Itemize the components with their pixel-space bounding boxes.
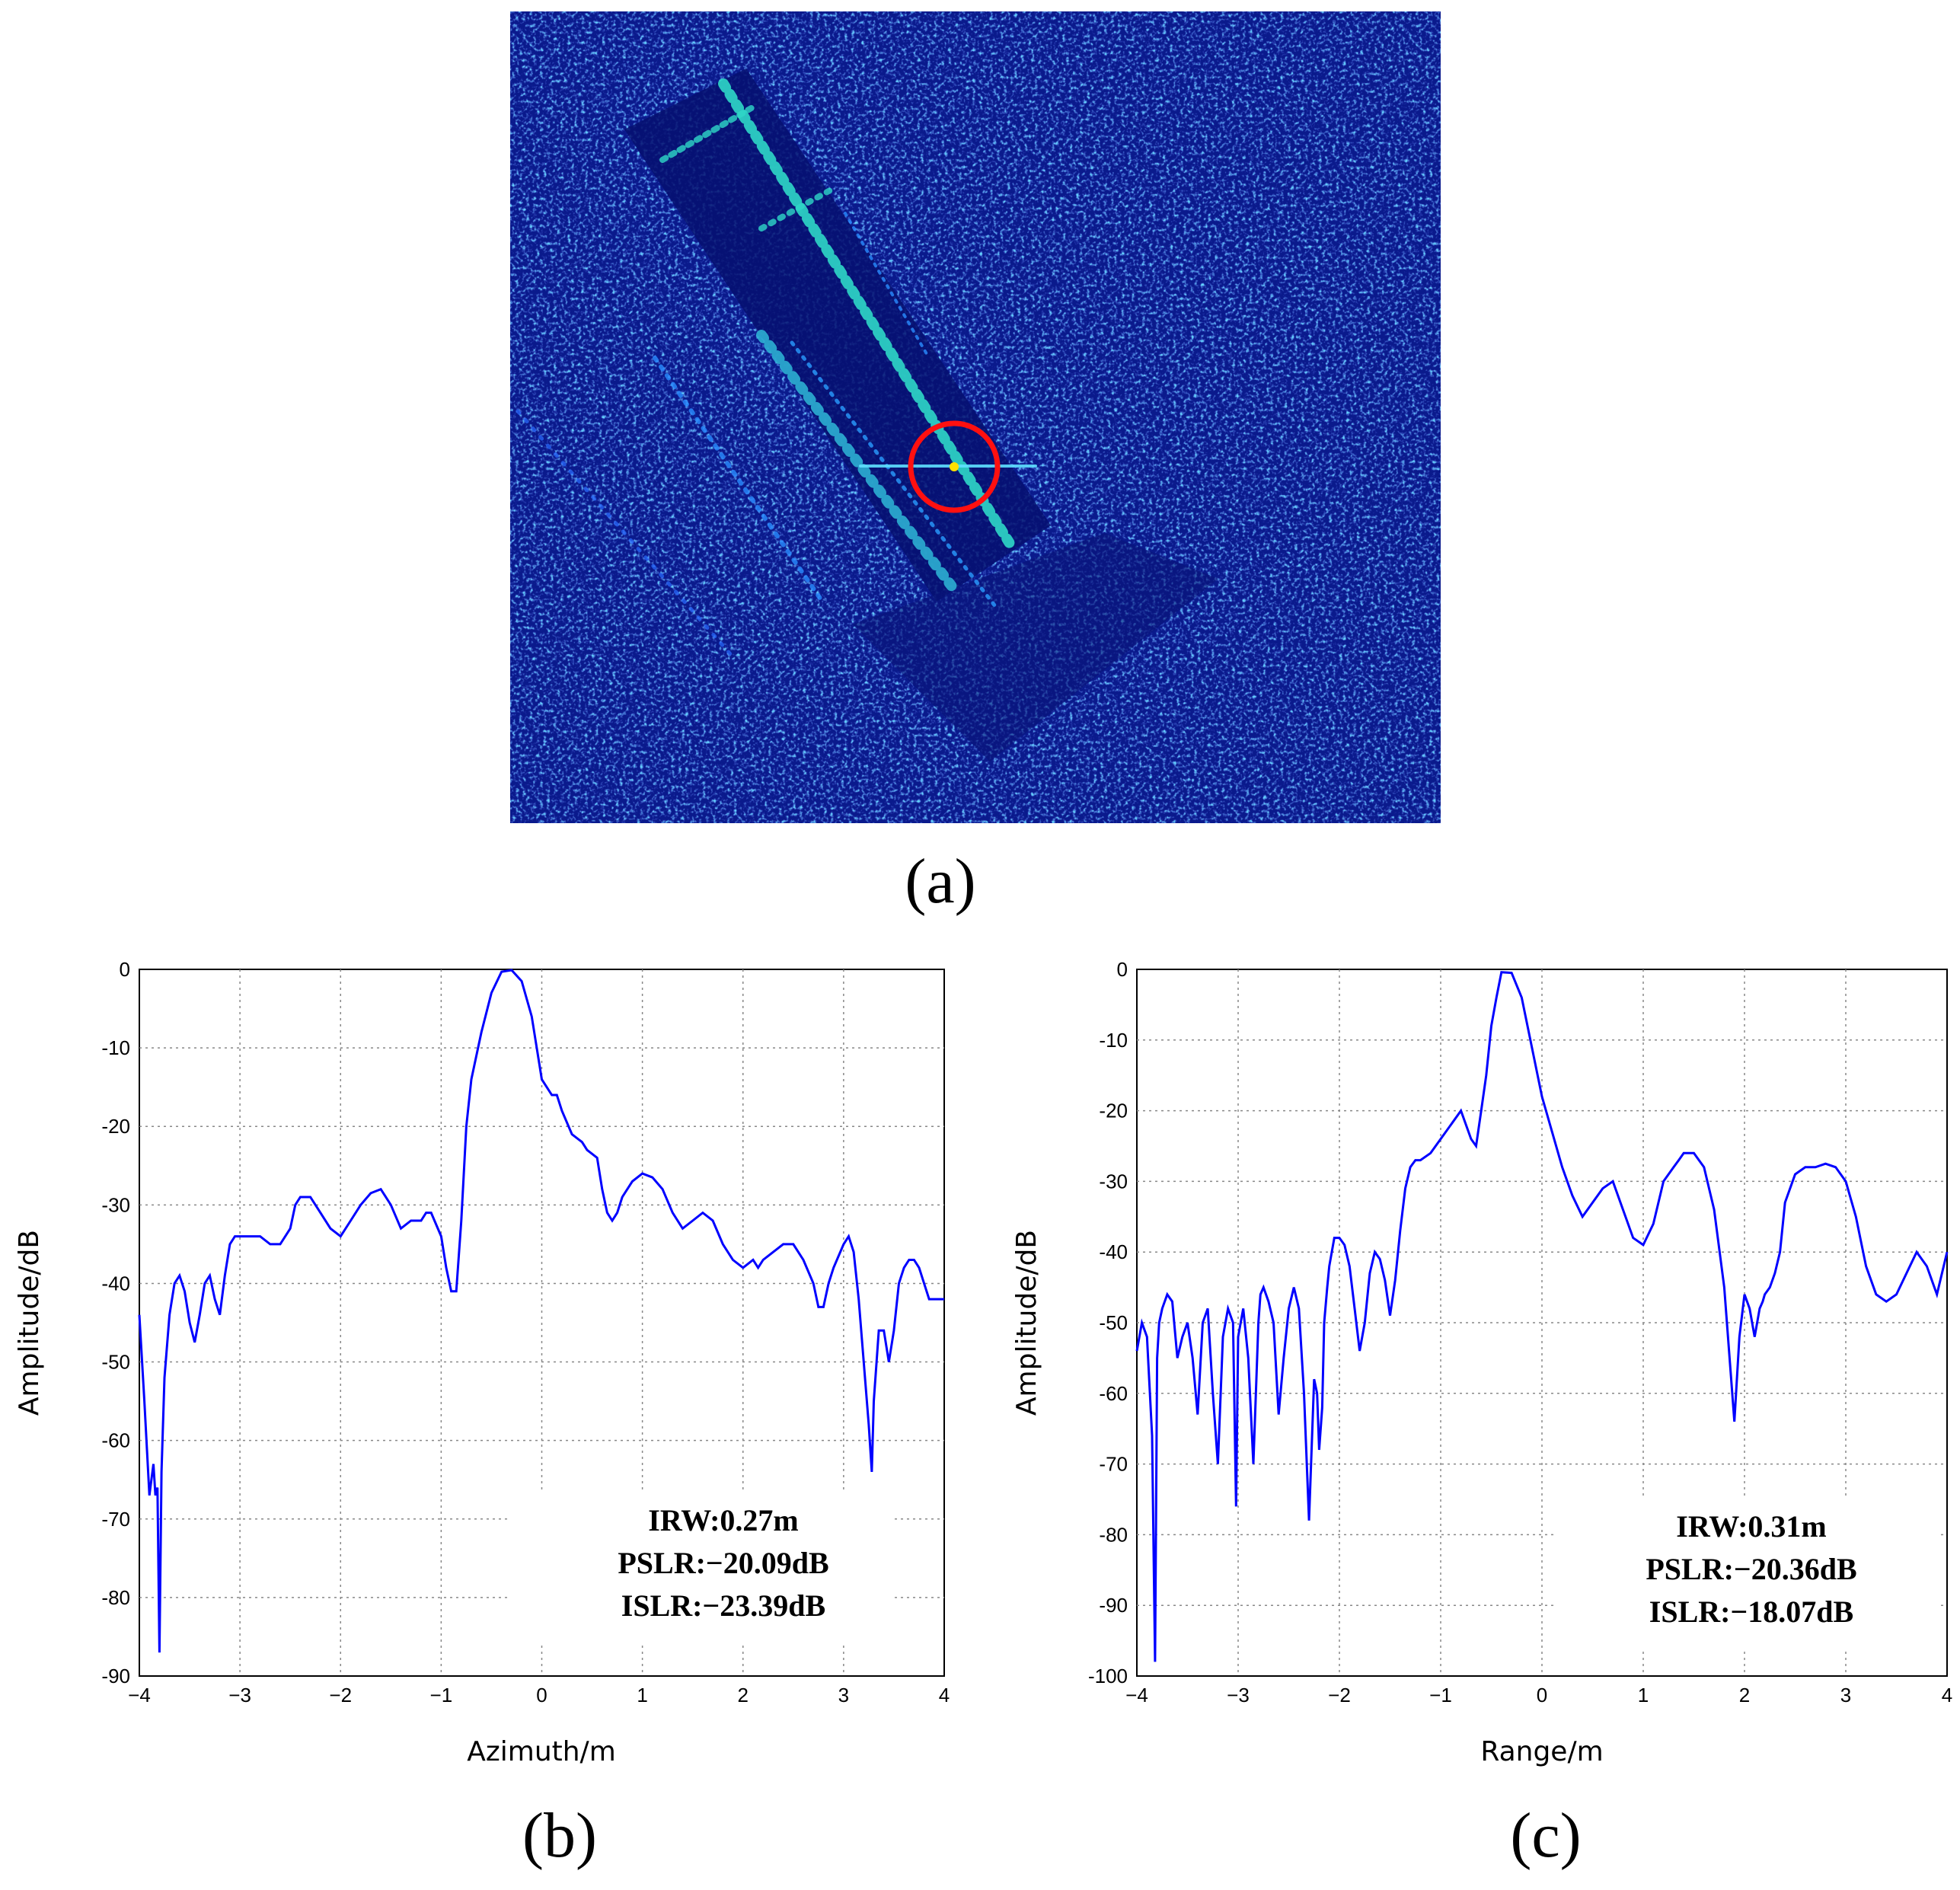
range-x-ticks: −4 −3 −2 −1 0 1 2 3 4 <box>1125 1684 1952 1706</box>
x-tick-label: 4 <box>1942 1684 1952 1706</box>
panel-c-label: (c) <box>1510 1800 1581 1871</box>
y-tick-label: -20 <box>101 1115 130 1138</box>
y-tick-label: 0 <box>1117 958 1128 981</box>
y-tick-label: -30 <box>101 1193 130 1216</box>
x-tick-label: 2 <box>1739 1684 1750 1706</box>
y-tick-label: -40 <box>101 1272 130 1295</box>
azimuth-y-label: Amplitude/dB <box>14 1230 45 1416</box>
y-tick-label: -60 <box>1099 1382 1128 1405</box>
target-marker-circle <box>908 420 1001 513</box>
y-tick-label: -20 <box>1099 1100 1128 1122</box>
azimuth-y-ticks: 0 -10 -20 -30 -40 -50 -60 -70 -80 -90 <box>101 958 130 1687</box>
y-tick-label: -90 <box>101 1665 130 1687</box>
y-tick-label: 0 <box>120 958 130 981</box>
x-tick-label: −4 <box>1125 1684 1148 1706</box>
x-tick-label: −1 <box>1429 1684 1452 1706</box>
x-tick-label: 1 <box>637 1684 647 1706</box>
x-tick-label: −3 <box>228 1684 251 1706</box>
range-y-ticks: 0 -10 -20 -30 -40 -50 -60 -70 -80 -90 -100 <box>1088 958 1128 1687</box>
azimuth-annotation-backdrop <box>510 1493 891 1645</box>
range-islr: ISLR:−18.07dB <box>1649 1595 1853 1629</box>
y-tick-label: -80 <box>1099 1523 1128 1546</box>
range-annotation-backdrop <box>1557 1496 1938 1649</box>
range-x-label: Range/m <box>1480 1736 1603 1767</box>
dark-runway-region <box>624 69 1051 602</box>
azimuth-pslr: PSLR:−20.09dB <box>618 1546 828 1580</box>
range-series-line <box>1135 971 1949 1662</box>
x-tick-label: −3 <box>1227 1684 1250 1706</box>
y-tick-label: -50 <box>101 1351 130 1374</box>
x-tick-label: 3 <box>1840 1684 1851 1706</box>
y-tick-label: -40 <box>1099 1240 1128 1263</box>
x-tick-label: 1 <box>1638 1684 1649 1706</box>
azimuth-islr: ISLR:−23.39dB <box>621 1588 825 1623</box>
range-chart: −4 −3 −2 −1 0 1 2 3 4 0 -10 -20 -30 -40 -50 -60 -70 -80 -… <box>1011 958 1952 1767</box>
x-tick-label: 0 <box>536 1684 547 1706</box>
x-tick-label: −1 <box>430 1684 453 1706</box>
x-tick-label: 3 <box>838 1684 849 1706</box>
x-tick-label: 4 <box>939 1684 950 1706</box>
x-tick-label: −4 <box>128 1684 151 1706</box>
azimuth-grid <box>139 969 944 1676</box>
y-tick-label: -90 <box>1099 1594 1128 1617</box>
azimuth-series-line <box>138 969 944 1653</box>
y-tick-label: -70 <box>1099 1453 1128 1476</box>
azimuth-x-label: Azimuth/m <box>467 1736 616 1767</box>
panel-a-label: (a) <box>905 846 975 917</box>
range-y-label: Amplitude/dB <box>1011 1230 1042 1416</box>
y-tick-label: -60 <box>101 1429 130 1452</box>
panel-b-label: (b) <box>522 1800 597 1871</box>
y-tick-label: -100 <box>1088 1665 1128 1687</box>
y-tick-label: -70 <box>101 1508 130 1531</box>
y-tick-label: -10 <box>101 1036 130 1059</box>
y-tick-label: -10 <box>1099 1029 1128 1052</box>
azimuth-x-ticks: −4 −3 −2 −1 0 1 2 3 4 <box>128 1684 950 1706</box>
azimuth-chart: −4 −3 −2 −1 0 1 2 3 4 0 -10 -20 -30 -40 -50 -60 -70 -80 -… <box>14 958 950 1767</box>
x-tick-label: 2 <box>738 1684 749 1706</box>
x-tick-label: −2 <box>1328 1684 1351 1706</box>
range-irw: IRW:0.31m <box>1676 1509 1826 1544</box>
range-grid <box>1137 969 1947 1676</box>
x-tick-label: −2 <box>329 1684 352 1706</box>
range-pslr: PSLR:−20.36dB <box>1646 1552 1856 1586</box>
y-tick-label: -30 <box>1099 1170 1128 1192</box>
sar-image <box>510 11 1441 823</box>
x-tick-label: 0 <box>1537 1684 1547 1706</box>
y-tick-label: -50 <box>1099 1311 1128 1334</box>
bright-structures <box>516 78 1037 657</box>
y-tick-label: -80 <box>101 1586 130 1609</box>
target-peak <box>950 462 959 471</box>
dark-lower-region <box>853 533 1218 761</box>
azimuth-irw: IRW:0.27m <box>648 1503 798 1537</box>
